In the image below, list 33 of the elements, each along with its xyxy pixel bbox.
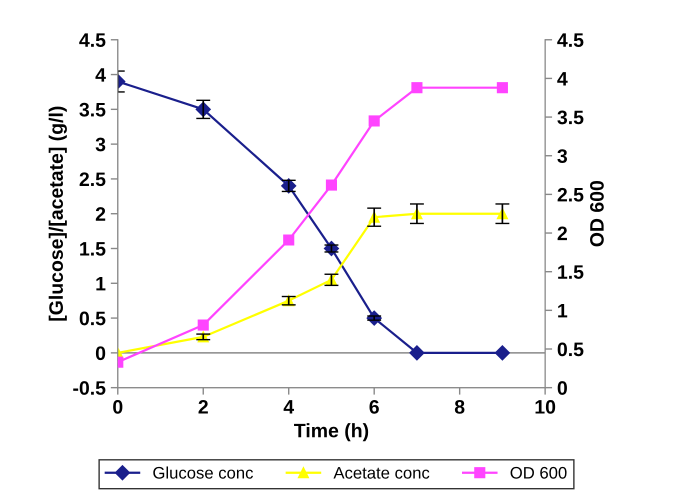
y2-tick-label: 4 <box>557 72 568 86</box>
y-tick-label: 3 <box>96 138 106 152</box>
y2-tick-label: 2.5 <box>558 188 584 202</box>
y2-tick-label: 4.5 <box>557 33 584 47</box>
legend-label: Acetate conc <box>333 467 430 479</box>
y2-tick-label: 3 <box>557 149 568 163</box>
y2-tick-label: 2 <box>558 226 567 240</box>
y-tick-label: 2.5 <box>80 172 106 186</box>
x-tick-label: 0 <box>113 400 122 414</box>
y-tick-label: 0 <box>96 346 106 360</box>
y-tick-label: 0.5 <box>80 312 106 326</box>
y-tick-label: 1 <box>96 276 106 290</box>
legend-label: Glucose conc <box>153 466 253 479</box>
y-tick-label: 3.5 <box>79 102 106 117</box>
y-tick-label: 2 <box>96 207 106 221</box>
y-axis-title: [Glucose]/[acetate] (g/l) <box>48 106 67 321</box>
y2-axis-title: OD 600 <box>590 181 604 246</box>
x-tick-label: 2 <box>198 400 208 414</box>
y-tick-label: 4.5 <box>79 33 106 47</box>
x-tick-label: 10 <box>536 400 556 414</box>
y2-tick-label: 1.5 <box>558 265 584 279</box>
y2-tick-label: 0.5 <box>558 342 584 356</box>
x-tick-label: 4 <box>284 400 294 414</box>
y-tick-label: 4 <box>95 68 106 82</box>
x-tick-label: 6 <box>369 400 379 414</box>
y-tick-label: 1.5 <box>80 242 106 256</box>
x-axis-title: Time (h) <box>294 423 368 442</box>
y2-tick-label: 0 <box>558 381 567 395</box>
y2-tick-label: 1 <box>558 304 568 318</box>
legend-label: OD 600 <box>510 466 567 479</box>
x-tick-label: 8 <box>454 400 464 414</box>
y2-tick-label: 3.5 <box>557 110 584 124</box>
y-tick-label: -0.5 <box>73 381 106 395</box>
